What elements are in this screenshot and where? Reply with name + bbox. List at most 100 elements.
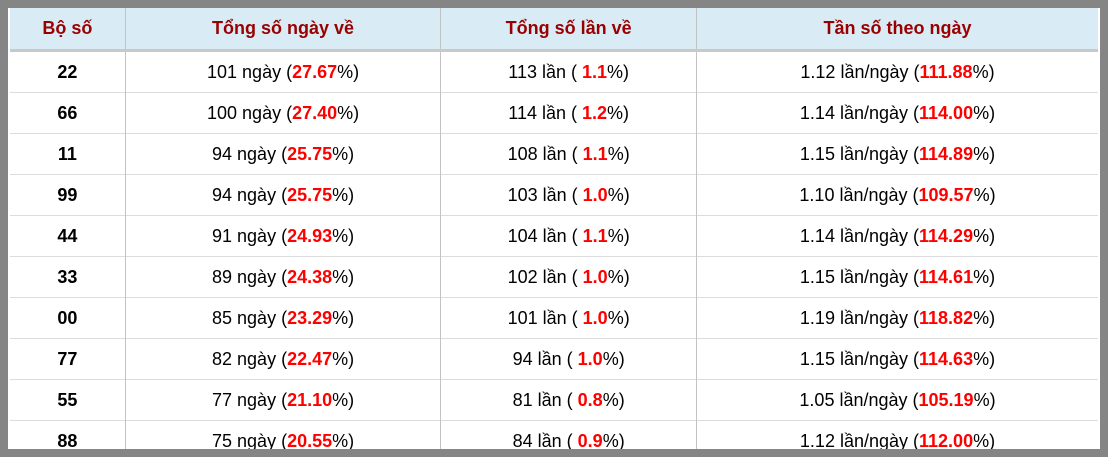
- days-cell: 101 ngày (27.67%): [124, 50, 441, 93]
- days-pre-text: 94 ngày (: [212, 143, 288, 164]
- days-post-text: %): [332, 143, 355, 164]
- header-row: Bộ số Tổng số ngày về Tổng số lần về Tần…: [10, 8, 1098, 52]
- frequency-post-text: %): [973, 348, 996, 369]
- days-cell: 94 ngày (25.75%): [124, 133, 441, 175]
- times-hot-value: 1.1: [582, 225, 608, 246]
- days-hot-value: 20.55: [287, 430, 333, 451]
- frequency-pre-text: 1.19 lần/ngày (: [799, 307, 920, 328]
- pair-cell: 77: [10, 338, 126, 380]
- days-hot-value: 24.93: [287, 225, 333, 246]
- frequency-post-text: %): [973, 102, 996, 123]
- days-pre-text: 100 ngày (: [207, 102, 293, 123]
- pair-cell: 66: [10, 92, 126, 134]
- days-post-text: %): [332, 184, 355, 205]
- times-post-text: %): [602, 389, 625, 410]
- days-cell: 94 ngày (25.75%): [124, 174, 441, 216]
- table-row: 11 94 ngày (25.75%) 108 lần ( 1.1%) 1.15…: [10, 133, 1098, 175]
- days-post-text: %): [332, 348, 355, 369]
- times-cell: 114 lần ( 1.2%): [440, 92, 697, 134]
- days-hot-value: 25.75: [287, 184, 333, 205]
- days-post-text: %): [332, 389, 355, 410]
- days-hot-value: 25.75: [287, 143, 333, 164]
- frequency-cell: 1.19 lần/ngày (118.82%): [696, 297, 1098, 339]
- days-cell: 77 ngày (21.10%): [124, 379, 441, 421]
- days-pre-text: 75 ngày (: [212, 430, 288, 451]
- frequency-post-text: %): [973, 430, 996, 451]
- times-cell: 94 lần ( 1.0%): [440, 338, 697, 380]
- days-post-text: %): [332, 225, 355, 246]
- times-hot-value: 1.0: [582, 266, 608, 287]
- col-header-pair: Bộ số: [10, 8, 126, 52]
- days-post-text: %): [332, 266, 355, 287]
- times-cell: 103 lần ( 1.0%): [440, 174, 697, 216]
- days-hot-value: 23.29: [287, 307, 333, 328]
- table-row: 55 77 ngày (21.10%) 81 lần ( 0.8%) 1.05 …: [10, 379, 1098, 421]
- days-hot-value: 27.40: [292, 102, 338, 123]
- days-cell: 85 ngày (23.29%): [124, 297, 441, 339]
- table-row: 88 75 ngày (20.55%) 84 lần ( 0.9%) 1.12 …: [10, 420, 1098, 451]
- times-pre-text: 108 lần (: [507, 143, 583, 164]
- days-post-text: %): [337, 102, 360, 123]
- days-post-text: %): [332, 430, 355, 451]
- days-hot-value: 21.10: [287, 389, 333, 410]
- frequency-hot-value: 114.61: [919, 266, 974, 287]
- times-post-text: %): [607, 61, 630, 82]
- pair-cell: 99: [10, 174, 126, 216]
- days-pre-text: 101 ngày (: [207, 61, 293, 82]
- days-pre-text: 82 ngày (: [212, 348, 288, 369]
- times-cell: 84 lần ( 0.9%): [440, 420, 697, 449]
- times-hot-value: 1.2: [582, 102, 608, 123]
- times-post-text: %): [607, 143, 630, 164]
- times-cell: 102 lần ( 1.0%): [440, 256, 697, 298]
- days-hot-value: 24.38: [287, 266, 333, 287]
- frequency-post-text: %): [973, 266, 996, 287]
- days-post-text: %): [337, 61, 360, 82]
- frequency-hot-value: 105.19: [918, 389, 974, 410]
- col-header-times: Tổng số lần về: [440, 8, 697, 52]
- table-header: Bộ số Tổng số ngày về Tổng số lần về Tần…: [10, 8, 1098, 52]
- frequency-pre-text: 1.14 lần/ngày (: [799, 225, 920, 246]
- times-pre-text: 101 lần (: [507, 307, 583, 328]
- days-hot-value: 22.47: [287, 348, 333, 369]
- table-row: 33 89 ngày (24.38%) 102 lần ( 1.0%) 1.15…: [10, 256, 1098, 298]
- times-pre-text: 81 lần (: [512, 389, 578, 410]
- table-row: 44 91 ngày (24.93%) 104 lần ( 1.1%) 1.14…: [10, 215, 1098, 257]
- frequency-hot-value: 109.57: [918, 184, 974, 205]
- table-body: 22 101 ngày (27.67%) 113 lần ( 1.1%) 1.1…: [10, 50, 1098, 451]
- pair-cell: 00: [10, 297, 126, 339]
- pair-cell: 88: [10, 420, 126, 449]
- days-pre-text: 89 ngày (: [212, 266, 288, 287]
- frequency-post-text: %): [972, 61, 995, 82]
- table-row: 66 100 ngày (27.40%) 114 lần ( 1.2%) 1.1…: [10, 92, 1098, 134]
- table-container: Bộ số Tổng số ngày về Tổng số lần về Tần…: [8, 8, 1100, 449]
- days-cell: 82 ngày (22.47%): [124, 338, 441, 380]
- days-cell: 75 ngày (20.55%): [124, 420, 441, 451]
- frequency-hot-value: 114.63: [919, 348, 974, 369]
- times-hot-value: 1.0: [582, 307, 608, 328]
- frequency-hot-value: 118.82: [919, 307, 974, 328]
- days-pre-text: 77 ngày (: [212, 389, 288, 410]
- frequency-pre-text: 1.12 lần/ngày (: [800, 61, 920, 82]
- pair-cell: 55: [10, 379, 126, 421]
- frequency-cell: 1.12 lần/ngày (111.88%): [696, 50, 1098, 93]
- frequency-cell: 1.12 lần/ngày (112.00%): [696, 420, 1098, 451]
- frequency-post-text: %): [973, 143, 996, 164]
- frequency-hot-value: 112.00: [919, 430, 974, 451]
- times-pre-text: 113 lần (: [508, 61, 582, 82]
- table-row: 77 82 ngày (22.47%) 94 lần ( 1.0%) 1.15 …: [10, 338, 1098, 380]
- times-hot-value: 0.8: [577, 389, 603, 410]
- times-post-text: %): [607, 266, 630, 287]
- frequency-cell: 1.14 lần/ngày (114.00%): [696, 92, 1098, 134]
- times-post-text: %): [602, 348, 625, 369]
- times-pre-text: 102 lần (: [507, 266, 583, 287]
- frequency-hot-value: 114.29: [919, 225, 974, 246]
- frequency-hot-value: 114.89: [919, 143, 974, 164]
- frequency-cell: 1.10 lần/ngày (109.57%): [696, 174, 1098, 216]
- days-pre-text: 85 ngày (: [212, 307, 288, 328]
- pair-cell: 11: [10, 133, 126, 175]
- times-cell: 81 lần ( 0.8%): [440, 379, 697, 421]
- frequency-pre-text: 1.05 lần/ngày (: [799, 389, 919, 410]
- times-hot-value: 1.1: [582, 143, 608, 164]
- frequency-post-text: %): [973, 307, 996, 328]
